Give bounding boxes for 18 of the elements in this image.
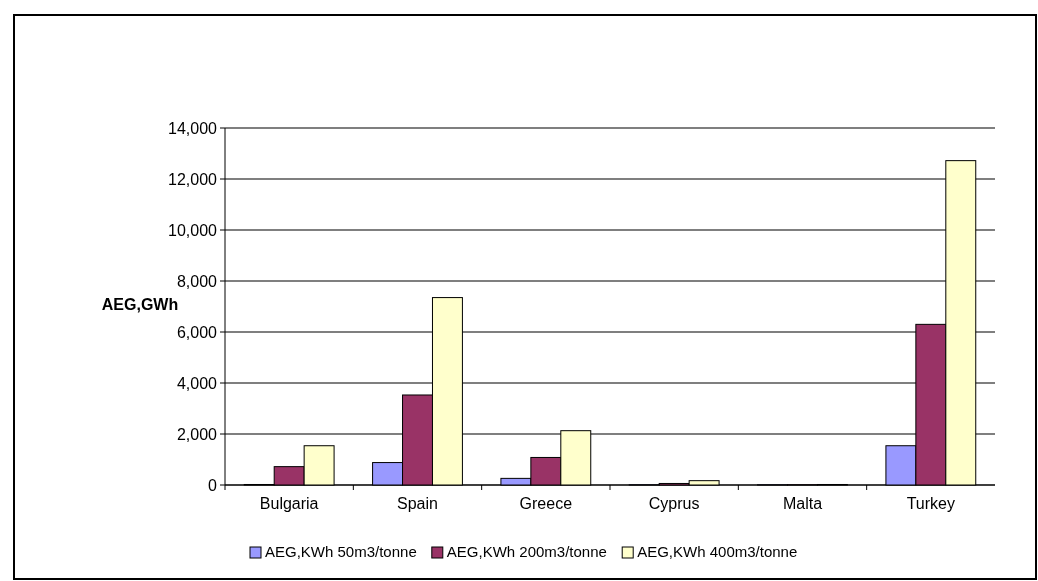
x-tick-label: Spain bbox=[397, 495, 438, 512]
legend-label: AEG,KWh 400m3/tonne bbox=[637, 543, 798, 560]
x-tick-label: Greece bbox=[519, 495, 573, 512]
y-axis-title: AEG,GWh bbox=[101, 296, 179, 313]
x-tick-label: Turkey bbox=[906, 495, 955, 512]
legend-label: AEG,KWh 200m3/tonne bbox=[446, 543, 607, 560]
x-tick-label: Malta bbox=[782, 495, 823, 512]
y-tick-label: 4,000 bbox=[176, 374, 218, 392]
y-tick-label: 14,000 bbox=[168, 119, 218, 137]
legend-label: AEG,KWh 50m3/tonne bbox=[265, 543, 417, 560]
x-tick-label: Cyprus bbox=[648, 495, 700, 512]
y-tick-label: 6,000 bbox=[176, 323, 218, 341]
y-tick-label: 10,000 bbox=[168, 221, 218, 239]
y-tick-label: 8,000 bbox=[176, 272, 218, 290]
y-tick-label: 2,000 bbox=[176, 425, 218, 443]
y-tick-label: 12,000 bbox=[168, 170, 218, 188]
x-tick-label: Bulgaria bbox=[259, 495, 319, 512]
y-tick-label: 0 bbox=[208, 476, 218, 494]
